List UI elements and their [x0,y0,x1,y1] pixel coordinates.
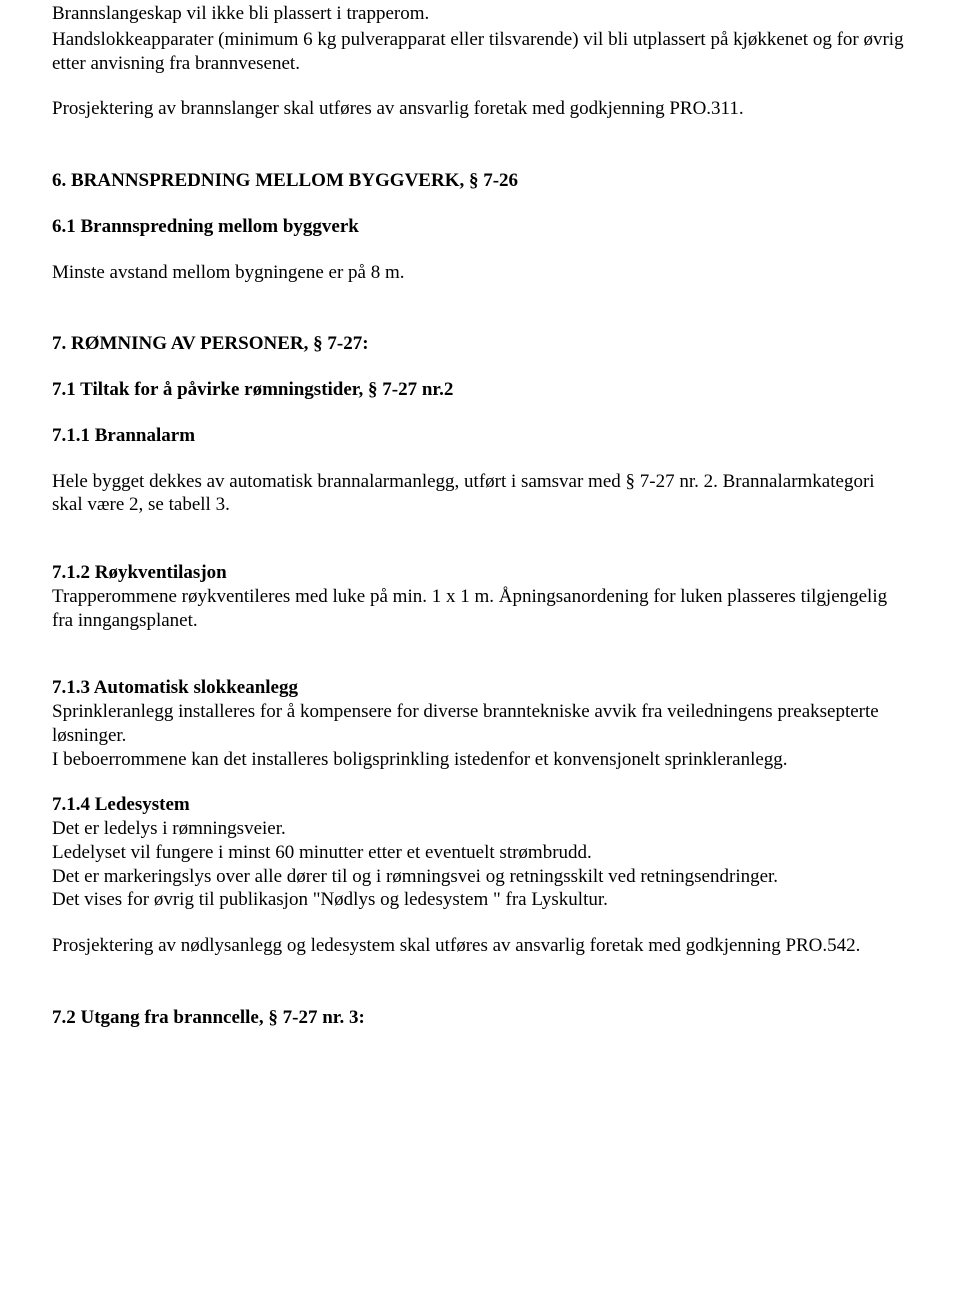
section-7-heading: 7. RØMNING AV PERSONER, § 7-27: [52,332,908,356]
section-7-1-3-body-a: Sprinkleranlegg installeres for å kompen… [52,701,879,746]
section-7-1-2-body: Trapperommene røykventileres med luke på… [52,586,887,631]
intro-paragraph-3: Prosjektering av brannslanger skal utfør… [52,97,908,121]
section-7-1-heading: 7.1 Tiltak for å påvirke rømningstider, … [52,378,908,402]
section-7-2-heading: 7.2 Utgang fra branncelle, § 7-27 nr. 3: [52,1006,908,1030]
section-7-1-4-body-c: Det er markeringslys over alle dører til… [52,866,778,887]
section-7-1-4-body-b: Ledelyset vil fungere i minst 60 minutte… [52,842,592,863]
section-7-1-2-heading: 7.1.2 Røykventilasjon [52,562,227,583]
section-7-1-2: 7.1.2 Røykventilasjon Trapperommene røyk… [52,561,908,632]
section-7-1-4: 7.1.4 Ledesystem Det er ledelys i rømnin… [52,793,908,912]
section-7-1-4-body-a: Det er ledelys i rømningsveier. [52,818,286,839]
section-7-1-1-body: Hele bygget dekkes av automatisk brannal… [52,470,908,518]
section-6-heading: 6. BRANNSPREDNING MELLOM BYGGVERK, § 7-2… [52,169,908,193]
section-7-1-3-heading: 7.1.3 Automatisk slokkeanlegg [52,677,298,698]
section-7-1-1-heading: 7.1.1 Brannalarm [52,424,908,448]
section-7-1-3: 7.1.3 Automatisk slokkeanlegg Sprinklera… [52,676,908,771]
section-7-1-4-heading: 7.1.4 Ledesystem [52,794,190,815]
document-body: Brannslangeskap vil ikke bli plassert i … [52,2,908,1030]
section-7-1-3-body-b: I beboerrommene kan det installeres boli… [52,749,788,770]
intro-paragraph-1: Brannslangeskap vil ikke bli plassert i … [52,2,908,26]
section-6-1-heading: 6.1 Brannspredning mellom byggverk [52,215,908,239]
intro-paragraph-2: Handslokkeapparater (minimum 6 kg pulver… [52,28,908,76]
section-7-1-4-body-d: Det vises for øvrig til publikasjon "Nød… [52,889,608,910]
section-6-1-body: Minste avstand mellom bygningene er på 8… [52,261,908,285]
section-7-1-4-body-e: Prosjektering av nødlysanlegg og ledesys… [52,934,908,958]
